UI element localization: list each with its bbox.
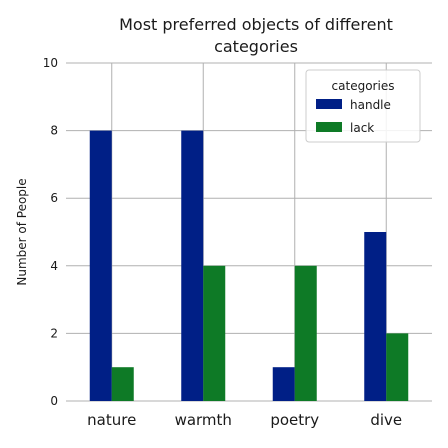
- bar-handle-warmth: [181, 130, 204, 401]
- bar-lack-warmth: [203, 265, 226, 401]
- x-category-label: poetry: [270, 411, 319, 429]
- y-tick-labels: 0 2 4 6 8 10: [43, 56, 58, 408]
- legend-swatch-handle: [316, 99, 342, 109]
- bar-handle-nature: [89, 130, 112, 401]
- chart-title-line-2: categories: [214, 37, 298, 56]
- y-tick-label: 4: [50, 259, 58, 273]
- y-tick-label: 6: [50, 191, 58, 205]
- chart-title-line-1: Most preferred objects of different: [119, 15, 393, 34]
- x-category-label: dive: [370, 411, 402, 429]
- x-category-label: nature: [87, 411, 136, 429]
- legend-swatch-lack: [316, 122, 342, 132]
- legend-title: categories: [332, 79, 395, 93]
- bar-lack-nature: [111, 367, 134, 401]
- y-tick-label: 2: [50, 326, 58, 340]
- y-tick-label: 0: [50, 394, 58, 408]
- legend: categories handle lack: [305, 69, 421, 143]
- y-tick-label: 8: [50, 124, 58, 138]
- bar-lack-poetry: [294, 265, 317, 401]
- bar-handle-dive: [364, 232, 387, 401]
- y-axis-label: Number of People: [15, 178, 29, 285]
- x-category-labels: nature warmth poetry dive: [87, 411, 402, 429]
- legend-label-lack: lack: [350, 121, 374, 135]
- x-category-label: warmth: [175, 411, 232, 429]
- bar-handle-poetry: [272, 367, 295, 401]
- bars: [89, 130, 409, 401]
- bar-lack-dive: [386, 333, 409, 401]
- legend-label-handle: handle: [350, 98, 391, 112]
- y-tick-label: 10: [43, 56, 58, 70]
